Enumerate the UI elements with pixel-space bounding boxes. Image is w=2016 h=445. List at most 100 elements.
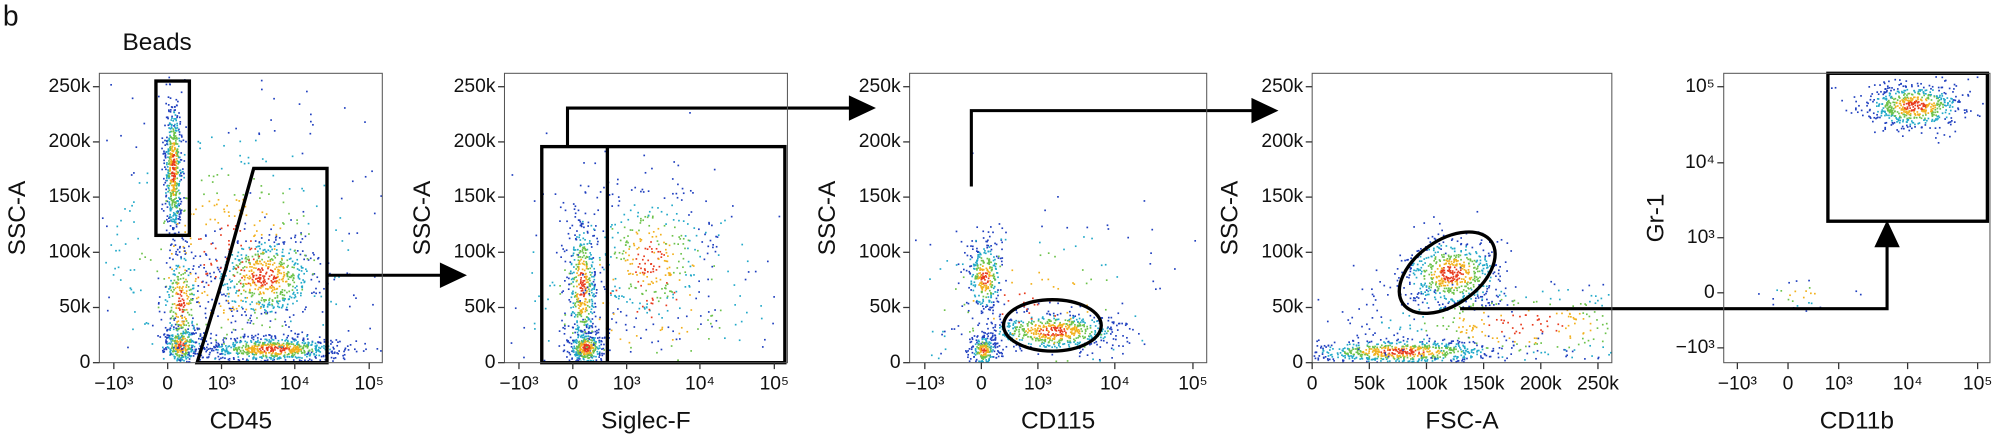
event-dot [590, 254, 592, 256]
event-dot [983, 334, 986, 337]
event-dot [271, 304, 274, 307]
event-dot [1084, 328, 1087, 331]
event-dot [622, 296, 625, 298]
event-dot [643, 306, 646, 309]
event-dot [1015, 350, 1017, 352]
event-dot [596, 196, 599, 199]
event-dot [219, 277, 222, 280]
event-dot [1081, 348, 1084, 351]
event-dot [261, 284, 264, 286]
event-dot [988, 271, 990, 274]
event-dot [287, 285, 290, 287]
event-dot [666, 260, 669, 263]
event-dot [293, 266, 295, 269]
event-dot [1034, 325, 1037, 327]
event-dot [1066, 323, 1068, 325]
event-dot [623, 236, 626, 239]
event-dot [686, 330, 689, 333]
event-dot [223, 343, 225, 345]
event-dot [583, 345, 586, 348]
event-dot [292, 338, 295, 341]
event-dot [274, 343, 276, 345]
event-dot [577, 347, 579, 349]
event-dot [971, 245, 974, 248]
event-dot [315, 292, 317, 295]
event-dot [584, 349, 587, 352]
event-dot [251, 294, 254, 297]
event-dot [282, 299, 284, 301]
event-dot [734, 323, 737, 326]
event-dot [581, 268, 584, 271]
event-dot [689, 112, 691, 114]
event-dot [166, 136, 168, 139]
event-dot [322, 324, 325, 326]
event-dot [1057, 318, 1060, 321]
event-dot [175, 291, 178, 294]
event-dot [235, 267, 237, 270]
event-dot [323, 341, 326, 343]
event-dot [292, 343, 295, 346]
event-dot [571, 358, 573, 360]
event-dot [177, 163, 179, 165]
event-dot [318, 354, 321, 357]
event-dot [577, 297, 580, 300]
event-dot [580, 309, 583, 311]
event-dot [264, 341, 266, 344]
event-dot [646, 248, 649, 251]
event-dot [695, 234, 698, 237]
event-dot [220, 357, 222, 360]
event-dot [339, 217, 342, 219]
event-dot [364, 342, 366, 345]
event-dot [273, 306, 275, 309]
event-dot [106, 139, 108, 142]
event-dot [965, 351, 968, 354]
event-dot [167, 169, 169, 171]
event-dot [187, 345, 190, 348]
event-dot [177, 145, 180, 148]
event-dot [222, 312, 225, 314]
event-dot [174, 190, 176, 193]
event-dot [172, 191, 174, 193]
event-dot [583, 354, 586, 357]
event-dot [640, 238, 643, 241]
event-dot [184, 354, 187, 357]
event-dot [1058, 323, 1061, 325]
event-dot [1022, 330, 1025, 332]
event-dot [579, 303, 582, 305]
event-dot [253, 224, 256, 227]
event-dot [533, 200, 536, 202]
event-dot [163, 222, 165, 224]
event-dot [194, 280, 197, 283]
event-dot [271, 289, 274, 291]
event-dot [341, 240, 344, 242]
event-dot [196, 323, 198, 326]
event-dot [233, 308, 235, 311]
event-dot [1115, 335, 1117, 337]
event-dot [239, 282, 242, 285]
event-dot [177, 204, 179, 206]
event-dot [1093, 321, 1096, 323]
event-dot [172, 187, 175, 189]
event-dot [171, 204, 173, 206]
event-dot [988, 346, 991, 349]
event-dot [1060, 339, 1062, 342]
event-dot [277, 357, 280, 359]
event-dot [330, 351, 333, 353]
event-dot [589, 348, 592, 351]
event-dot [242, 283, 245, 285]
event-dot [250, 308, 253, 310]
event-dot [266, 346, 269, 349]
event-dot [585, 338, 587, 341]
event-dot [207, 343, 209, 346]
event-dot [265, 334, 267, 337]
event-dot [1079, 324, 1082, 326]
event-dot [182, 330, 185, 333]
event-dot [164, 336, 167, 338]
event-dot [1054, 345, 1056, 348]
event-dot [249, 277, 252, 279]
event-dot [173, 203, 176, 206]
event-dot [175, 307, 178, 309]
event-dot [966, 254, 969, 257]
event-dot [583, 162, 585, 164]
event-dot [268, 297, 271, 300]
